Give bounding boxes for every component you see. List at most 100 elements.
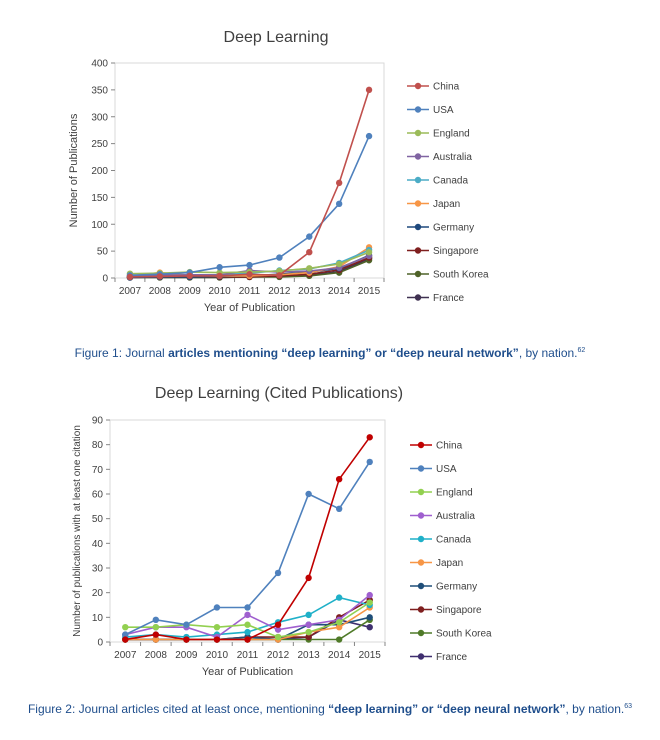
- legend-marker: [417, 582, 425, 590]
- y-axis-label: Number of publications with at least one…: [72, 425, 83, 637]
- y-tick-label: 80: [92, 440, 104, 451]
- y-tick-label: 350: [91, 85, 108, 96]
- chart-title: Deep Learning (Cited Publications): [155, 385, 403, 402]
- legend-marker: [417, 606, 425, 613]
- legend-label: Germany: [433, 223, 474, 234]
- data-point: [335, 619, 343, 626]
- y-tick-label: 10: [92, 613, 104, 624]
- legend-label: France: [436, 652, 468, 663]
- data-point: [366, 614, 373, 621]
- x-axis-label: Year of Publication: [204, 302, 295, 314]
- y-axis-label: Number of Publications: [68, 113, 80, 227]
- data-point: [216, 272, 223, 280]
- legend-label: Australia: [433, 152, 472, 163]
- legend-marker: [417, 512, 425, 519]
- data-point: [152, 636, 160, 643]
- data-point: [244, 636, 251, 643]
- data-point: [274, 569, 282, 577]
- x-tick-label: 2014: [328, 286, 351, 297]
- legend-label: South Korea: [433, 270, 489, 281]
- data-point: [246, 271, 253, 278]
- chart-deep-learning-cited: Deep Learning (Cited Publications) 0 10 20 3…: [72, 385, 492, 678]
- y-tick-label: 50: [92, 514, 104, 525]
- data-point: [365, 86, 373, 94]
- legend-marker: [417, 465, 425, 472]
- legend-marker: [414, 176, 422, 184]
- y-tick-label: 50: [97, 247, 109, 258]
- data-point: [305, 490, 312, 498]
- figure-2: Deep Learning (Cited Publications) 0 10 20 3…: [0, 378, 660, 698]
- chart-title: Deep Learning: [224, 29, 329, 46]
- caption-2-ref: 63: [624, 703, 633, 710]
- x-tick-label: 2007: [114, 650, 137, 661]
- y-tick-label: 400: [91, 59, 108, 70]
- data-point: [122, 631, 129, 638]
- x-tick-label: 2009: [179, 286, 202, 297]
- y-tick-label: 60: [92, 490, 104, 501]
- data-point: [213, 636, 221, 643]
- data-point: [152, 631, 160, 638]
- data-point: [366, 434, 373, 441]
- legend-label: Canada: [433, 176, 468, 187]
- x-tick-label: 2012: [268, 286, 291, 297]
- data-point: [335, 260, 343, 268]
- caption-2-prefix: Figure 2: Journal articles cited at leas…: [27, 702, 329, 716]
- data-point: [335, 624, 343, 631]
- data-point: [306, 233, 313, 240]
- x-tick-label: 2010: [208, 286, 231, 297]
- x-tick-label: 2011: [237, 650, 259, 661]
- y-tick-label: 30: [92, 564, 104, 575]
- data-point: [152, 616, 160, 623]
- data-point: [366, 599, 373, 606]
- x-tick-label: 2008: [149, 286, 172, 297]
- legend-marker: [414, 129, 422, 137]
- x-axis-label: Year of Publication: [202, 666, 293, 678]
- data-point: [335, 636, 343, 643]
- caption-1-bold: articles mentioning “deep learning” or “…: [168, 346, 519, 360]
- y-tick-label: 40: [92, 539, 104, 550]
- series-line-usa: [129, 135, 370, 277]
- data-point: [156, 273, 164, 280]
- legend-marker: [417, 488, 425, 496]
- data-point: [213, 604, 221, 611]
- x-tick-label: 2007: [119, 286, 142, 297]
- y-tick-label: 20: [92, 588, 104, 599]
- legend-marker: [414, 223, 422, 231]
- legend-label: USA: [433, 105, 454, 116]
- data-point: [244, 611, 251, 619]
- x-tick-label: 2011: [239, 286, 261, 297]
- legend-marker: [417, 653, 425, 660]
- data-point: [366, 458, 373, 466]
- data-point: [274, 633, 282, 641]
- caption-2-bold: “deep learning” or “deep neural network”: [328, 702, 566, 716]
- legend-marker: [414, 106, 422, 113]
- y-tick-label: 0: [102, 274, 108, 285]
- figure-1-caption: Figure 1: Journal articles mentioning “d…: [0, 346, 660, 360]
- data-point: [183, 636, 190, 643]
- legend-marker: [417, 441, 425, 449]
- series-line-china: [129, 89, 370, 278]
- data-point: [122, 624, 129, 631]
- legend-label: England: [436, 488, 473, 499]
- figure-2-caption: Figure 2: Journal articles cited at leas…: [0, 702, 660, 716]
- legend-label: China: [433, 82, 460, 93]
- data-point: [335, 505, 343, 512]
- y-tick-label: 100: [91, 220, 108, 231]
- legend-label: Japan: [433, 199, 460, 210]
- data-point: [305, 633, 312, 641]
- legend-label: Canada: [436, 535, 471, 546]
- data-point: [335, 476, 343, 483]
- data-point: [244, 628, 251, 636]
- x-tick-label: 2009: [175, 650, 198, 661]
- data-point: [122, 636, 129, 643]
- legend-marker: [414, 200, 422, 207]
- data-point: [244, 604, 251, 611]
- data-point: [246, 261, 253, 269]
- data-point: [305, 574, 312, 582]
- data-point: [186, 272, 193, 280]
- y-tick-label: 250: [91, 139, 108, 150]
- legend-label: Singapore: [433, 246, 479, 257]
- legend-marker: [414, 82, 422, 90]
- data-point: [366, 624, 373, 631]
- x-tick-label: 2015: [359, 650, 382, 661]
